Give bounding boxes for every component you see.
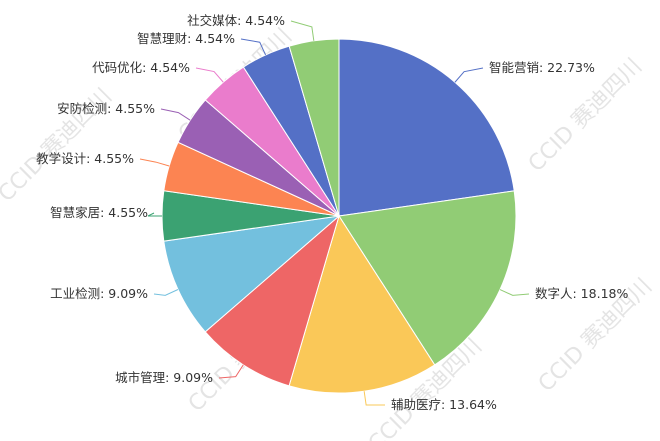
slice-label: 教学设计: 4.55% [36,151,134,166]
pie-slice[interactable] [288,38,340,217]
label-leader-line [363,391,386,406]
label-leader-line [139,158,170,167]
pie-labels: 智能营销: 22.73% 数字人: 18.18% 辅助医疗: 13.64% 城市管理:… [36,13,628,412]
slice-label: 工业检测: 9.09% [50,286,148,301]
slice-label: 智慧理财: 4.54% [137,31,235,46]
slice-label: 代码优化: 4.54% [92,60,190,75]
label-leader-line [147,212,163,217]
slice-label: 社交媒体: 4.54% [187,13,285,28]
slice-label: 数字人: 18.18% [535,286,628,301]
label-leader-line [153,289,179,296]
label-leader-line [499,289,530,296]
slice-label: 智能营销: 22.73% [489,60,595,75]
pie-slice[interactable] [338,190,517,366]
slice-label: 智慧家居: 4.55% [50,205,148,220]
pie-slice[interactable] [338,38,515,217]
pie-slice[interactable] [288,214,436,394]
label-leader-line [240,38,267,56]
label-leader-line [160,108,191,121]
slice-label: 安防检测: 4.55% [57,101,155,116]
slice-label: 城市管理: 9.09% [115,370,213,385]
label-leader-line [454,67,484,83]
slice-label: 辅助医疗: 13.64% [391,397,497,412]
label-leader-line [218,364,244,379]
pie-slices [161,38,517,394]
label-leader-line [290,20,315,41]
label-leader-line [195,67,224,83]
